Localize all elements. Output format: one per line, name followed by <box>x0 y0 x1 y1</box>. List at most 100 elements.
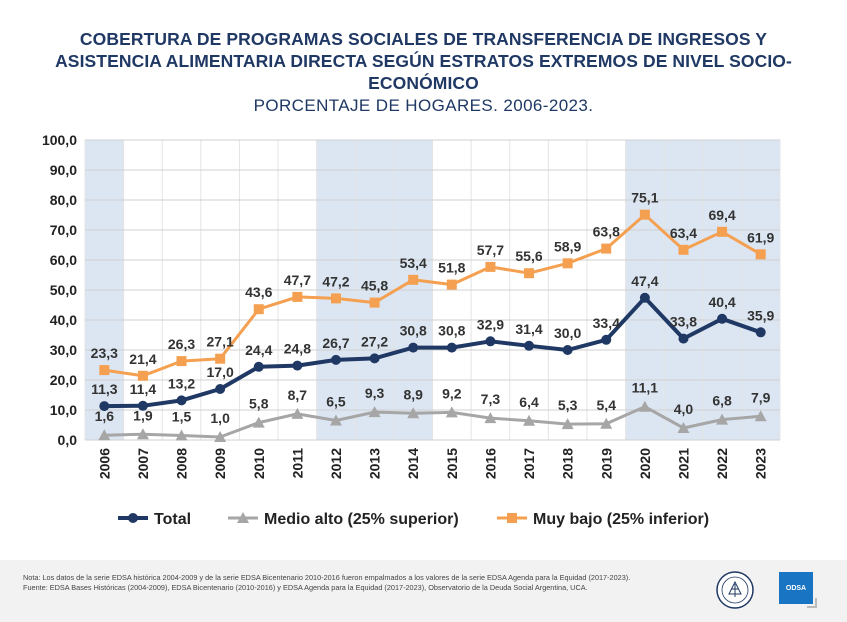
x-tick-label: 2006 <box>96 448 112 479</box>
data-label: 69,4 <box>708 207 735 223</box>
legend-label: Medio alto (25% superior) <box>264 511 459 528</box>
data-point-total <box>99 401 110 412</box>
data-label: 40,4 <box>708 294 735 310</box>
data-point-medio-alto <box>523 414 536 426</box>
data-point-muy-bajo <box>639 209 650 220</box>
data-label: 17,0 <box>207 364 234 380</box>
series-line-medio-alto <box>104 405 761 439</box>
data-point-medio-alto <box>136 428 149 440</box>
data-label: 6,5 <box>326 394 346 410</box>
data-point-medio-alto <box>329 414 342 426</box>
data-point-muy-bajo <box>330 293 341 304</box>
odsa-logo: ODSA <box>779 572 817 608</box>
data-point-medio-alto <box>754 410 767 422</box>
y-tick-label: 50,0 <box>50 282 77 298</box>
data-label: 26,7 <box>322 335 349 351</box>
data-point-medio-alto <box>561 418 574 430</box>
y-tick-label: 30,0 <box>50 342 77 358</box>
data-point-muy-bajo <box>524 268 535 279</box>
x-tick-label: 2007 <box>135 448 151 479</box>
data-label: 27,2 <box>361 333 388 349</box>
data-label: 11,1 <box>632 380 659 396</box>
data-point-muy-bajo <box>137 370 148 381</box>
x-tick-label: 2019 <box>598 448 614 479</box>
data-label: 24,8 <box>284 341 311 357</box>
data-point-medio-alto <box>407 407 420 419</box>
chart-title-line-2: ASISTENCIA ALIMENTARIA DIRECTA SEGÚN EST… <box>55 51 792 71</box>
data-label: 47,4 <box>631 273 658 289</box>
data-label: 7,3 <box>481 391 501 407</box>
legend-label: Total <box>154 511 191 528</box>
data-point-muy-bajo <box>176 356 187 367</box>
data-label: 33,4 <box>593 315 620 331</box>
chart-title-line-1: COBERTURA DE PROGRAMAS SOCIALES DE TRANS… <box>79 29 768 49</box>
data-point-total <box>369 353 380 364</box>
chart-title-block: COBERTURA DE PROGRAMAS SOCIALES DE TRANS… <box>0 28 847 118</box>
x-tick-label: 2014 <box>405 448 421 479</box>
legend-label: Muy bajo (25% inferior) <box>533 511 709 528</box>
y-tick-label: 80,0 <box>50 192 77 208</box>
data-label: 51,8 <box>438 260 465 276</box>
data-point-medio-alto <box>175 429 188 441</box>
x-tick-label: 2008 <box>174 448 190 479</box>
data-label: 30,0 <box>554 325 581 341</box>
data-point-medio-alto <box>237 512 249 523</box>
y-tick-label: 60,0 <box>50 252 77 268</box>
data-label: 13,2 <box>168 375 195 391</box>
data-point-medio-alto <box>445 406 458 418</box>
data-point-muy-bajo <box>601 243 612 254</box>
data-point-muy-bajo <box>369 297 380 308</box>
x-tick-label: 2023 <box>753 448 769 479</box>
y-tick-label: 100,0 <box>42 132 77 148</box>
data-point-total <box>485 336 496 347</box>
y-tick-label: 70,0 <box>50 222 77 238</box>
data-point-muy-bajo <box>253 304 264 315</box>
data-point-total <box>639 292 650 303</box>
data-label: 43,6 <box>245 284 272 300</box>
data-point-medio-alto <box>368 406 381 418</box>
y-tick-label: 90,0 <box>50 162 77 178</box>
footer <box>0 560 847 622</box>
x-tick-label: 2020 <box>637 448 653 479</box>
data-point-total <box>755 327 766 338</box>
data-label: 45,8 <box>361 278 388 294</box>
data-point-muy-bajo <box>215 353 226 364</box>
data-label: 63,4 <box>670 225 697 241</box>
data-point-medio-alto <box>291 407 304 419</box>
data-point-total <box>292 360 303 371</box>
chart-subtitle: PORCENTAJE DE HOGARES. 2006-2023. <box>253 96 594 115</box>
data-point-total <box>330 354 341 365</box>
data-label: 7,9 <box>751 389 771 405</box>
data-label: 31,4 <box>515 321 542 337</box>
data-point-muy-bajo <box>292 291 303 302</box>
x-tick-label: 2018 <box>560 448 576 479</box>
data-point-medio-alto <box>98 429 111 441</box>
data-label: 21,4 <box>129 351 156 367</box>
data-label: 58,9 <box>554 238 581 254</box>
series-line-muy-bajo <box>104 213 762 378</box>
data-point-total <box>215 384 226 394</box>
data-label: 8,9 <box>403 386 423 402</box>
x-tick-label: 2021 <box>675 448 691 479</box>
x-tick-label: 2013 <box>367 448 383 479</box>
data-point-muy-bajo <box>507 513 517 523</box>
data-label: 5,3 <box>558 397 578 413</box>
line-chart: 0,0 10,0 20,0 30,0 40,0 50,0 60,0 70,0 80,0 90,0 1… <box>42 132 781 528</box>
x-tick-label: 2017 <box>521 448 537 479</box>
x-tick-label: 2009 <box>212 448 228 479</box>
data-label: 8,7 <box>288 387 308 403</box>
data-label: 75,1 <box>631 190 658 206</box>
x-tick-label: 2022 <box>714 448 730 479</box>
data-point-medio-alto <box>252 416 265 428</box>
data-point-muy-bajo <box>755 249 766 260</box>
data-point-muy-bajo <box>562 258 573 269</box>
x-tick-label: 2015 <box>444 448 460 479</box>
data-label: 30,8 <box>400 323 427 339</box>
data-label: 5,8 <box>249 396 269 412</box>
x-tick-label: 2011 <box>289 448 305 479</box>
data-point-total <box>562 345 573 355</box>
data-label: 30,8 <box>438 323 465 339</box>
data-point-total <box>446 342 457 353</box>
y-tick-label: 20,0 <box>50 372 77 388</box>
series-line-total <box>104 295 762 409</box>
